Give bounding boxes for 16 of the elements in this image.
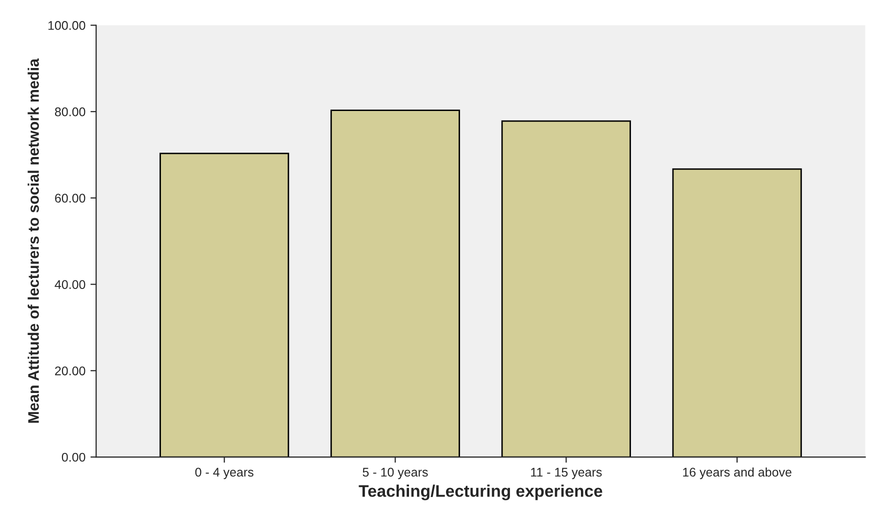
y-tick-label: 20.00 — [55, 366, 86, 376]
x-tick-label: 0 - 4 years — [195, 468, 254, 480]
y-tick-label: 40.00 — [54, 280, 86, 289]
y-axis-title: Mean Attitude of lecturers to social network media — [28, 58, 39, 423]
x-axis-title: Teaching/Lecturing experience — [358, 484, 602, 500]
bar — [330, 110, 460, 458]
y-tick-label: 100.00 — [48, 21, 86, 30]
x-tick-label: 11 - 15 years — [531, 468, 602, 480]
y-tick-label: 0.00 — [62, 452, 86, 462]
bar — [160, 152, 290, 458]
bar — [501, 120, 631, 458]
x-tick-label: 5 - 10 years — [362, 468, 428, 480]
y-tick-label: 60.00 — [55, 194, 86, 203]
y-tick-label: 80.00 — [54, 107, 86, 116]
bar — [672, 168, 802, 458]
x-tick-label: 16 years and above — [683, 467, 792, 480]
